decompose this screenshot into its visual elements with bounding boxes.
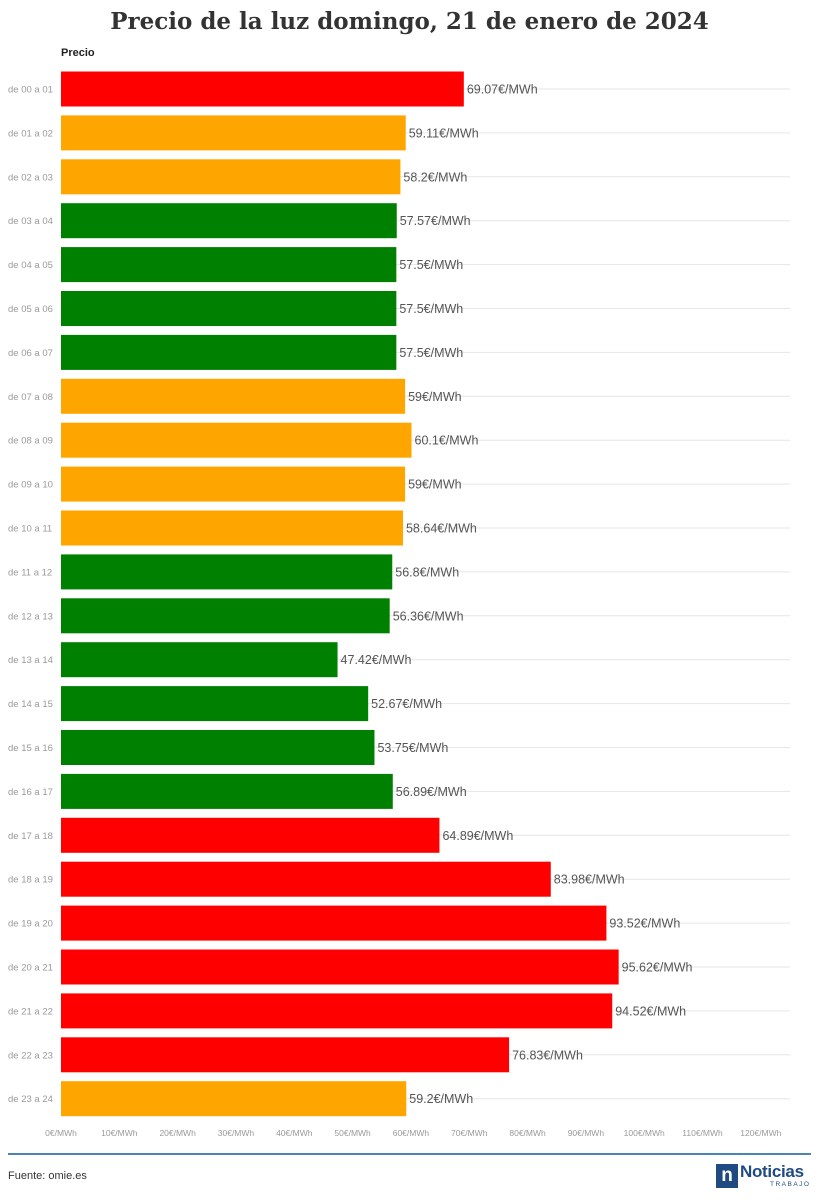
bar[interactable]: [61, 71, 464, 107]
category-label: de 10 a 11: [8, 524, 52, 535]
data-label: 56.89€/MWh: [396, 785, 467, 799]
category-label: de 04 a 05: [8, 260, 53, 271]
source-note: Fuente: omie.es: [8, 1170, 87, 1182]
data-label: 57.57€/MWh: [400, 214, 471, 228]
x-tick-label: 30€/MWh: [218, 1128, 255, 1138]
data-label: 56.36€/MWh: [393, 609, 464, 623]
bar[interactable]: [61, 334, 397, 370]
data-label: 64.89€/MWh: [442, 829, 513, 843]
category-label: de 16 a 17: [8, 787, 53, 798]
bar[interactable]: [61, 686, 369, 722]
category-label: de 09 a 10: [8, 480, 53, 491]
label-layer: de 00 a 01 69.07€/MWh de 01 a 02 59.11€/MWh…: [8, 83, 693, 1107]
bar[interactable]: [61, 905, 607, 941]
category-label: de 17 a 18: [8, 831, 53, 842]
category-label: de 13 a 14: [8, 655, 53, 666]
bar[interactable]: [61, 598, 390, 634]
category-label: de 12 a 13: [8, 611, 53, 622]
category-label: de 15 a 16: [8, 743, 53, 754]
bar[interactable]: [61, 510, 403, 546]
bar[interactable]: [61, 1037, 510, 1073]
bar[interactable]: [61, 554, 393, 590]
bar[interactable]: [61, 247, 397, 283]
bar[interactable]: [61, 817, 440, 853]
category-label: de 07 a 08: [8, 392, 53, 403]
chart-title: Precio de la luz domingo, 21 de enero de…: [110, 8, 709, 35]
bar[interactable]: [61, 861, 551, 897]
category-label: de 23 a 24: [8, 1094, 53, 1105]
data-label: 59.11€/MWh: [409, 126, 479, 140]
grid-layer: [61, 88, 790, 1100]
x-tick-label: 40€/MWh: [276, 1128, 313, 1138]
data-label: 53.75€/MWh: [377, 741, 448, 755]
data-label: 59€/MWh: [408, 390, 462, 404]
x-tick-label: 60€/MWh: [393, 1128, 430, 1138]
category-label: de 08 a 09: [8, 436, 53, 447]
noticias-trabajo-logo: n Noticias TRABAJO: [716, 1162, 812, 1190]
data-label: 93.52€/MWh: [609, 917, 680, 931]
footer-divider: [8, 1153, 811, 1155]
x-tick-label: 20€/MWh: [159, 1128, 196, 1138]
category-label: de 22 a 23: [8, 1050, 53, 1061]
data-label: 57.5€/MWh: [399, 302, 463, 316]
bar[interactable]: [61, 730, 375, 765]
bar-layer: [61, 71, 619, 1117]
x-tick-label: 50€/MWh: [334, 1128, 371, 1138]
data-label: 57.5€/MWh: [399, 258, 463, 272]
bar[interactable]: [61, 773, 393, 809]
data-label: 59€/MWh: [408, 478, 462, 492]
data-label: 69.07€/MWh: [467, 83, 538, 97]
data-label: 59.2€/MWh: [409, 1092, 473, 1106]
bar[interactable]: [61, 378, 406, 414]
data-label: 58.64€/MWh: [406, 522, 477, 536]
bar[interactable]: [61, 466, 406, 502]
data-label: 58.2€/MWh: [403, 170, 467, 184]
data-label: 94.52€/MWh: [615, 1004, 686, 1018]
x-tick-label: 100€/MWh: [624, 1128, 665, 1138]
x-tick-label: 10€/MWh: [101, 1128, 138, 1138]
bar[interactable]: [61, 949, 619, 985]
category-label: de 19 a 20: [8, 919, 53, 930]
category-label: de 06 a 07: [8, 348, 53, 359]
data-label: 52.67€/MWh: [371, 697, 442, 711]
bar-chart: de 00 a 01 69.07€/MWh de 01 a 02 59.11€/MWh…: [8, 71, 790, 1138]
x-tick-label: 0€/MWh: [45, 1128, 77, 1138]
bar[interactable]: [61, 115, 406, 151]
data-label: 47.42€/MWh: [341, 653, 412, 667]
data-label: 76.83€/MWh: [512, 1048, 583, 1062]
bar[interactable]: [61, 642, 338, 678]
category-label: de 00 a 01: [8, 85, 53, 96]
series-label: Precio: [61, 47, 95, 59]
category-label: de 03 a 04: [8, 216, 53, 227]
tick-layer: 0€/MWh 10€/MWh 20€/MWh 30€/MWh 40€/MWh 50€/MW…: [45, 1128, 781, 1138]
category-label: de 20 a 21: [8, 963, 53, 974]
category-label: de 01 a 02: [8, 128, 53, 139]
logo-mark: n: [716, 1164, 738, 1188]
x-tick-label: 110€/MWh: [682, 1128, 723, 1138]
data-label: 60.1€/MWh: [415, 434, 479, 448]
x-tick-label: 90€/MWh: [568, 1128, 605, 1138]
x-tick-label: 120€/MWh: [740, 1128, 781, 1138]
category-label: de 11 a 12: [8, 567, 52, 578]
category-label: de 21 a 22: [8, 1006, 53, 1017]
bar[interactable]: [61, 1081, 407, 1117]
logo-subword: TRABAJO: [770, 1181, 811, 1188]
data-label: 83.98€/MWh: [554, 873, 625, 887]
bar[interactable]: [61, 993, 613, 1029]
data-label: 56.8€/MWh: [395, 565, 459, 579]
category-label: de 14 a 15: [8, 699, 53, 710]
bar[interactable]: [61, 291, 397, 326]
category-label: de 02 a 03: [8, 172, 53, 183]
bar[interactable]: [61, 422, 412, 458]
x-tick-label: 70€/MWh: [451, 1128, 488, 1138]
logo-word: Noticias: [740, 1162, 804, 1181]
data-label: 95.62€/MWh: [622, 961, 693, 975]
bar[interactable]: [61, 203, 397, 239]
data-label: 57.5€/MWh: [399, 346, 463, 360]
bar[interactable]: [61, 159, 401, 195]
x-tick-label: 80€/MWh: [509, 1128, 546, 1138]
category-label: de 18 a 19: [8, 875, 53, 886]
category-label: de 05 a 06: [8, 304, 53, 315]
